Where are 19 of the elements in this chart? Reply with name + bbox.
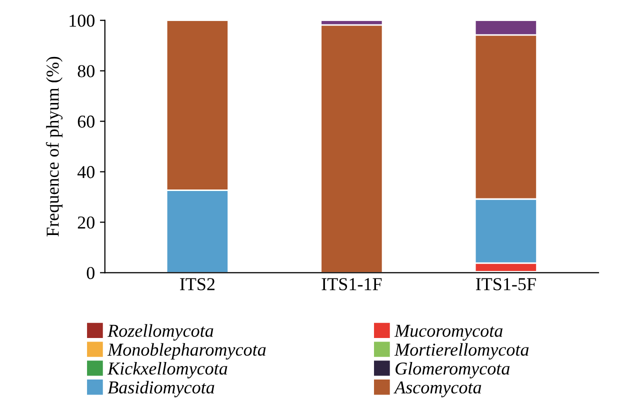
y-tick-label: 80 (78, 65, 94, 78)
legend-label: Mucoromycota (394, 324, 503, 341)
bar (320, 24, 384, 273)
legend-label: Glomeromycota (396, 362, 510, 378)
y-tick-label: 100 (70, 14, 94, 27)
y-axis-title: Frequence of phyum (%) (46, 56, 63, 236)
x-tick-label: ITS1-5F (476, 278, 536, 290)
legend-label: Mortierellomycota (394, 343, 529, 360)
legend-label: Ascomycota (394, 381, 482, 398)
x-tick-label: ITS2 (180, 278, 214, 290)
y-tick-label: 0 (86, 266, 94, 280)
legend-label: Basidiomycota (108, 380, 214, 398)
y-tick-label: 20 (78, 216, 94, 229)
y-tick-label: 40 (77, 166, 94, 178)
legend-label: Rozellomycota (107, 324, 214, 341)
y-tick-label: 60 (78, 116, 94, 128)
x-tick-label: ITS1-1F (322, 278, 382, 290)
legend-label: Kickxellomycota (107, 362, 228, 378)
legend-label: Monoblepharomycota (107, 343, 266, 360)
